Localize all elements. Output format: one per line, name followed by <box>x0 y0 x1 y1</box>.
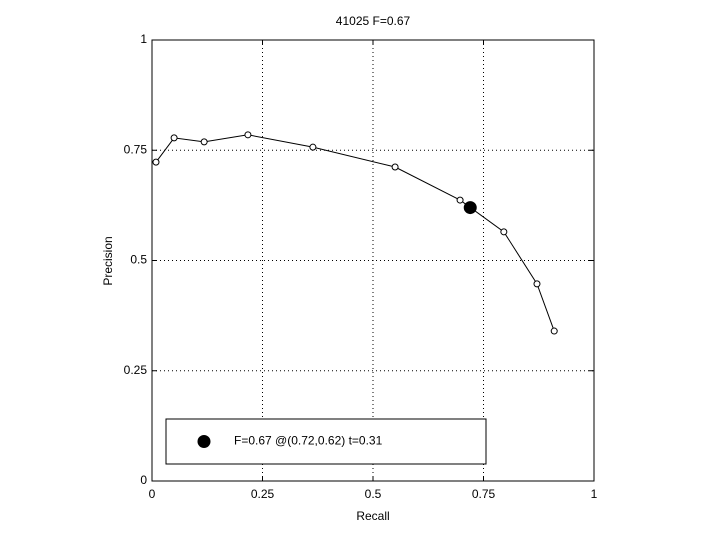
plot-frame <box>151 39 595 482</box>
marker <box>170 134 178 142</box>
marker <box>500 228 508 236</box>
marker <box>152 158 160 166</box>
x-tick-label: 0.75 <box>472 487 496 501</box>
y-axis-label: Precision <box>101 236 115 285</box>
legend-marker <box>197 435 211 448</box>
highlight-point <box>463 201 477 215</box>
x-tick-label: 1 <box>591 487 598 501</box>
y-tick-label: 0.5 <box>130 253 147 267</box>
chart-title: 41025 F=0.67 <box>336 14 411 28</box>
legend-label: F=0.67 @(0.72,0.62) t=0.31 <box>234 434 383 448</box>
legend-box <box>165 418 487 465</box>
marker <box>244 131 252 139</box>
marker <box>309 143 317 151</box>
marker <box>550 327 558 335</box>
x-tick-label: 0 <box>149 487 156 501</box>
y-tick-label: 0.25 <box>124 363 148 377</box>
y-tick-label: 0.75 <box>124 142 148 156</box>
x-tick-label: 0.5 <box>365 487 382 501</box>
x-axis-label: Recall <box>356 509 389 523</box>
y-tick-label: 1 <box>140 32 147 46</box>
marker <box>391 163 399 171</box>
marker <box>533 280 541 288</box>
marker <box>456 196 464 204</box>
line <box>155 134 555 332</box>
marker <box>200 138 208 146</box>
x-tick-label: 0.25 <box>251 487 275 501</box>
y-tick-label: 0 <box>140 473 147 487</box>
